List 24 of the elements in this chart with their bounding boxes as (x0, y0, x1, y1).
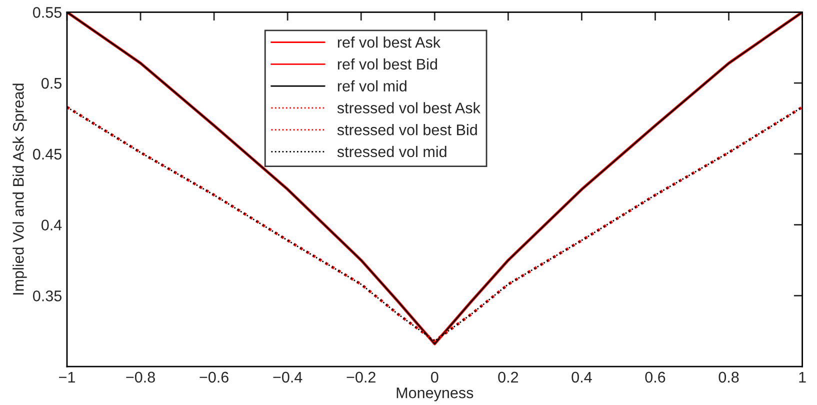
y-tick-label: 0.55 (33, 7, 62, 18)
legend-label: ref vol best Bid (338, 58, 437, 70)
legend-label: stressed vol mid (337, 146, 446, 158)
x-tick-label: −0.2 (346, 372, 376, 383)
legend-label: stressed vol best Ask (337, 102, 480, 114)
x-tick-label: −0.6 (200, 372, 228, 383)
x-tick-label: 0 (430, 372, 438, 383)
x-axis-title: Moneyness (396, 388, 474, 402)
x-tick-label: 0.8 (718, 372, 739, 383)
y-tick-label: 0.5 (41, 78, 62, 89)
legend-label: ref vol mid (338, 80, 406, 92)
x-tick-label: 0.6 (645, 372, 666, 383)
legend-label: stressed vol best Bid (337, 124, 477, 136)
x-tick-label: 0.4 (572, 372, 592, 383)
x-tick-label: −0.8 (126, 372, 155, 383)
x-tick-label: 0.2 (498, 372, 518, 383)
y-axis-title: Implied Vol and Bid Ask Spread (12, 84, 27, 295)
y-tick-label: 0.4 (41, 220, 62, 230)
x-tick-label: −1 (59, 372, 75, 382)
legend-label: ref vol best Ask (338, 36, 441, 48)
x-tick-label: 1 (799, 372, 806, 382)
y-tick-label: 0.35 (33, 290, 62, 302)
x-tick-label: −0.4 (273, 372, 302, 383)
y-tick-label: 0.45 (33, 148, 62, 160)
